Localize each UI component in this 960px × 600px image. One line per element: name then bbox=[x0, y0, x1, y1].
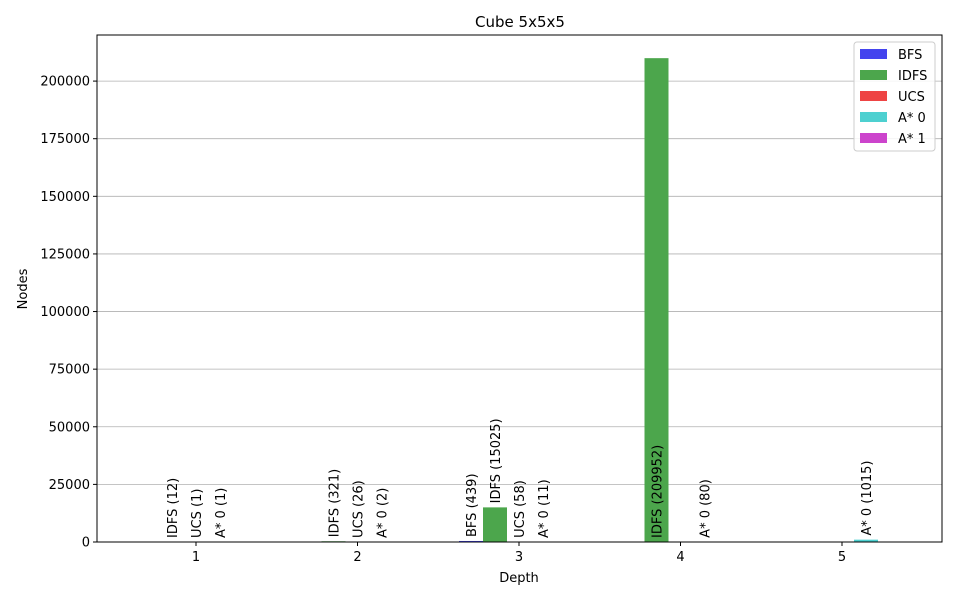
x-tick-label: 5 bbox=[838, 550, 846, 565]
grid bbox=[97, 80, 942, 543]
bar-label: UCS (26) bbox=[352, 480, 367, 538]
x-tick-label: 3 bbox=[515, 550, 523, 565]
y-tick-label: 175000 bbox=[40, 132, 90, 147]
bar-label: IDFS (12) bbox=[166, 478, 181, 538]
x-tick-label: 2 bbox=[353, 550, 361, 565]
bar-label: A* 0 (2) bbox=[376, 488, 391, 538]
y-tick-label: 75000 bbox=[49, 363, 90, 378]
bar bbox=[459, 540, 483, 542]
y-tick-label: 125000 bbox=[40, 247, 90, 262]
x-tick-label: 4 bbox=[676, 550, 684, 565]
bar-label: A* 0 (11) bbox=[537, 479, 552, 538]
y-tick-label: 150000 bbox=[40, 190, 90, 205]
legend-swatch bbox=[860, 133, 887, 143]
legend-swatch bbox=[860, 70, 887, 80]
legend-swatch bbox=[860, 112, 887, 122]
bar-labels: BFS (439) IDFS (12) IDFS (321) IDFS (15025)… bbox=[166, 418, 875, 538]
y-tick-label: 0 bbox=[82, 536, 90, 551]
legend-box bbox=[853, 41, 936, 152]
bar-label: A* 0 (1015) bbox=[860, 461, 875, 536]
legend-entry: A* 1 bbox=[898, 132, 926, 147]
bar-label: A* 0 (80) bbox=[699, 479, 714, 538]
bar-label: A* 0 (1) bbox=[214, 488, 229, 538]
legend-entry: A* 0 bbox=[898, 111, 926, 126]
y-tick-label: 50000 bbox=[49, 420, 90, 435]
y-axis-label: Nodes bbox=[16, 268, 31, 309]
x-axis-label: Depth bbox=[499, 571, 539, 586]
bar bbox=[854, 539, 878, 542]
bar-label: IDFS (209952) bbox=[651, 445, 666, 538]
bar-label: BFS (439) bbox=[465, 473, 480, 537]
bar-label: IDFS (15025) bbox=[489, 418, 504, 503]
x-axis: 1 2 3 4 5 bbox=[192, 542, 846, 565]
bars bbox=[160, 58, 878, 543]
legend-entry: IDFS bbox=[898, 69, 927, 84]
bar-label: UCS (1) bbox=[190, 489, 205, 538]
chart-title: Cube 5x5x5 bbox=[475, 13, 565, 31]
bar bbox=[483, 507, 507, 542]
bar-label: UCS (58) bbox=[513, 480, 528, 538]
x-tick-label: 1 bbox=[192, 550, 200, 565]
y-tick-label: 100000 bbox=[40, 305, 90, 320]
y-tick-label: 25000 bbox=[49, 478, 90, 493]
bar bbox=[644, 58, 669, 543]
y-tick-label: 200000 bbox=[40, 75, 90, 90]
plot-frame bbox=[96, 34, 943, 543]
legend-entry: UCS bbox=[898, 90, 925, 105]
y-axis: 0 25000 50000 75000 100000 125000 150000 175000… bbox=[40, 75, 97, 551]
legend-entry: BFS bbox=[898, 48, 922, 63]
legend: BFS IDFS UCS A* 0 A* 1 bbox=[853, 41, 936, 152]
bar-label: IDFS (321) bbox=[328, 469, 343, 537]
legend-swatch bbox=[860, 49, 887, 59]
legend-swatch bbox=[860, 91, 887, 101]
